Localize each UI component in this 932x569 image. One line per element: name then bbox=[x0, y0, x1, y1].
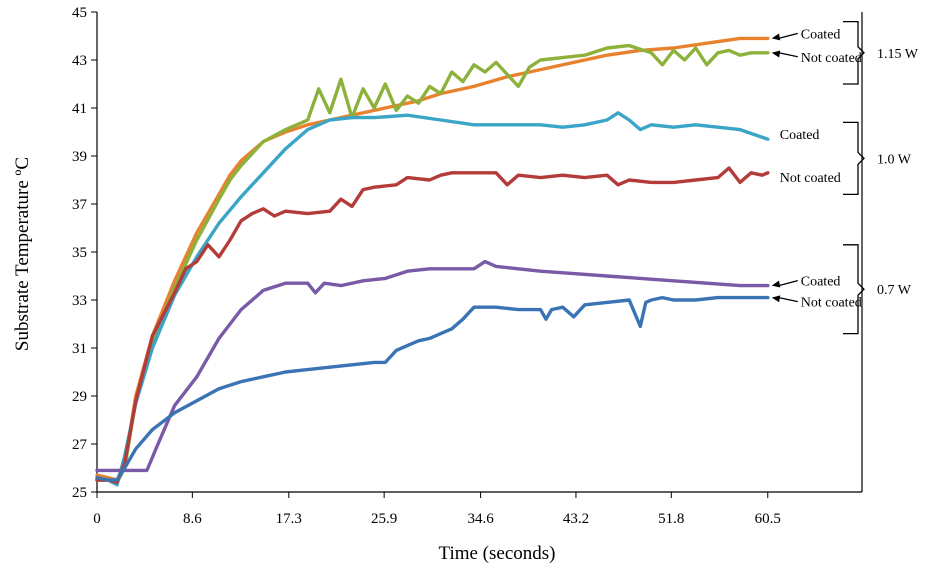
annotation-arrow bbox=[778, 52, 798, 58]
annotations-layer: Coated Not coated Coated Not coated Coated No… bbox=[771, 20, 919, 335]
annotation-label: Coated bbox=[801, 27, 841, 42]
x-tick-label: 43.2 bbox=[563, 511, 589, 527]
x-tick-label: 17.3 bbox=[276, 511, 302, 527]
series-line-3 bbox=[95, 111, 770, 487]
annotation-arrow bbox=[778, 296, 798, 303]
y-tick-label: 25 bbox=[72, 485, 87, 501]
y-tick-label: 35 bbox=[72, 245, 87, 261]
x-tick-label: 60.5 bbox=[755, 511, 781, 527]
annotation-label: Coated bbox=[780, 128, 820, 143]
power-label: 1.0 W bbox=[877, 152, 912, 167]
annotation-arrowhead bbox=[771, 50, 781, 58]
annotation-arrowhead bbox=[771, 280, 781, 288]
annotation-label: Not coated bbox=[801, 51, 862, 66]
x-tick-label: 51.8 bbox=[658, 511, 684, 527]
annotation-label: Not coated bbox=[801, 296, 862, 311]
y-tick-label: 31 bbox=[72, 341, 87, 357]
x-tick-label: 8.6 bbox=[183, 511, 202, 527]
y-tick-label: 41 bbox=[72, 101, 87, 117]
annotation-label: Coated bbox=[801, 275, 841, 290]
series-line-6 bbox=[95, 295, 770, 482]
x-tick-label: 0 bbox=[93, 511, 101, 527]
series-line-2 bbox=[95, 43, 770, 485]
annotation-arrowhead bbox=[771, 295, 781, 303]
power-bracket bbox=[843, 121, 865, 196]
power-label: 0.7 W bbox=[877, 283, 912, 298]
power-bracket bbox=[843, 20, 865, 85]
y-tick-label: 33 bbox=[72, 293, 87, 309]
series-line-4 bbox=[95, 166, 770, 485]
y-tick-label: 27 bbox=[72, 437, 88, 453]
y-tick-label: 29 bbox=[72, 389, 87, 405]
y-tick-label: 43 bbox=[72, 53, 87, 69]
annotation-arrow bbox=[778, 32, 798, 40]
series-layer bbox=[95, 36, 770, 487]
y-tick-label: 39 bbox=[72, 149, 87, 165]
axes: 25 27 29 31 33 35 37 39 41 43 45 0 8.6 17.3 25.9 34.6 43… bbox=[72, 5, 863, 527]
x-axis-title: Time (seconds) bbox=[439, 543, 556, 564]
x-tick-label: 34.6 bbox=[467, 511, 494, 527]
y-axis-title: Substrate Temperature ºC bbox=[12, 157, 33, 351]
y-tick-label: 45 bbox=[72, 5, 87, 21]
x-tick-label: 25.9 bbox=[371, 511, 397, 527]
power-bracket bbox=[843, 244, 865, 335]
power-label: 1.15 W bbox=[877, 47, 919, 62]
annotation-arrow bbox=[778, 279, 798, 287]
annotation-arrowhead bbox=[771, 33, 781, 41]
annotation-label: Not coated bbox=[780, 171, 841, 186]
series-line-5 bbox=[95, 259, 770, 473]
y-tick-label: 37 bbox=[72, 197, 88, 213]
